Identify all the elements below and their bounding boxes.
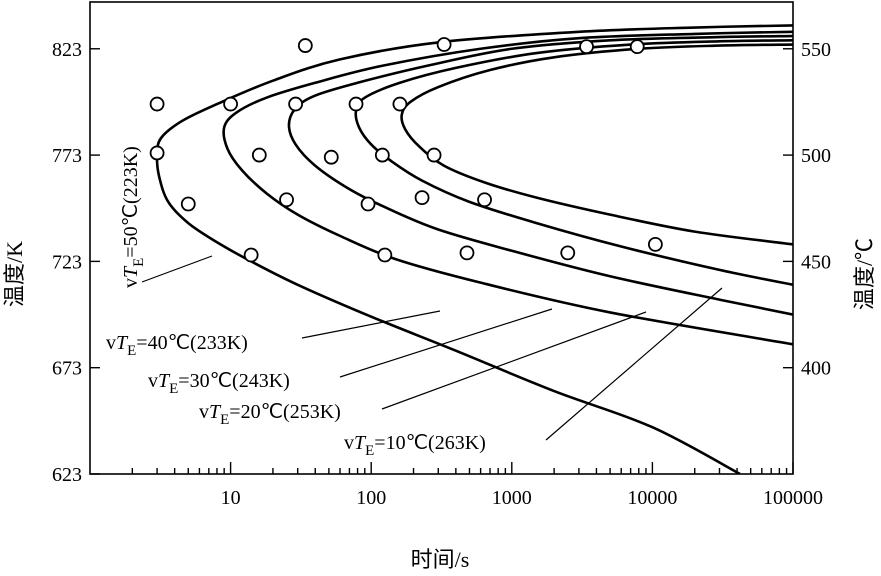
y-left-tick-label: 623: [52, 464, 82, 486]
data-point: [436, 37, 452, 52]
series-line-5: [400, 43, 793, 246]
data-point: [560, 245, 576, 261]
data-point: [297, 38, 313, 53]
data-point: [243, 247, 259, 263]
data-point: [323, 149, 339, 165]
x-tick-label: 10: [221, 487, 241, 509]
label-leader-line: [381, 311, 647, 410]
curves: [155, 24, 793, 474]
x-tick-label: 100: [356, 487, 386, 509]
y-left-tick-label: 723: [52, 251, 82, 273]
plot-frame: [89, 1, 794, 475]
x-tick-label: 100000: [763, 487, 823, 509]
y-right-tick-label: 550: [801, 39, 831, 61]
data-point: [629, 39, 645, 55]
data-point: [579, 39, 594, 55]
plot-frame-border: [89, 1, 794, 475]
data-point: [647, 236, 663, 252]
label-leader-line: [301, 310, 441, 339]
data-points: [149, 37, 663, 263]
data-point: [223, 96, 239, 112]
data-point: [377, 247, 393, 263]
data-point: [288, 96, 304, 112]
curve-label-20: vTE=20℃(253K): [199, 401, 341, 428]
data-point: [348, 96, 364, 112]
y-axis-title-right: 温度/℃: [852, 238, 877, 310]
data-point: [149, 145, 165, 161]
y-right-tick-label: 500: [801, 145, 831, 167]
data-point: [180, 196, 196, 212]
x-axis-title: 时间/s: [411, 547, 470, 572]
data-point: [414, 190, 430, 206]
label-leader-line: [339, 308, 553, 378]
data-point: [426, 147, 442, 163]
data-point: [392, 96, 408, 112]
curve-label-10: vTE=10℃(263K): [344, 432, 486, 459]
y-left-tick-label: 773: [52, 145, 82, 167]
curve-label-40: vTE=40℃(233K): [106, 332, 248, 359]
y-left-tick-label: 823: [52, 39, 82, 61]
data-point: [459, 245, 475, 261]
data-point: [251, 147, 267, 163]
data-point: [360, 196, 376, 212]
y-axis-title-left: 温度/K: [2, 241, 27, 307]
data-point: [374, 147, 390, 163]
data-point: [477, 192, 492, 208]
series-line-3: [287, 34, 793, 316]
x-tick-label: 10000: [627, 487, 677, 509]
x-tick-label: 1000: [492, 487, 532, 509]
curve-labels: vTE=50℃(223K) vTE=40℃(233K) vTE=30℃(243K) v…: [106, 146, 486, 459]
curve-label-50: vTE=50℃(223K): [120, 146, 147, 288]
data-point: [279, 192, 294, 208]
axis-ticks: 10 100 1000 10000 100000 623 673 723 773 823 400 45…: [52, 39, 831, 509]
y-left-tick-label: 673: [52, 358, 82, 380]
data-point: [149, 96, 165, 112]
y-right-tick-label: 450: [801, 251, 831, 273]
series-line-4: [354, 38, 793, 287]
label-leaders: [141, 255, 723, 441]
y-right-tick-label: 400: [801, 358, 831, 380]
series-line-2: [222, 30, 793, 346]
label-leader-line: [141, 255, 213, 283]
label-leader-line: [545, 287, 723, 441]
curve-label-30: vTE=30℃(243K): [148, 370, 290, 397]
